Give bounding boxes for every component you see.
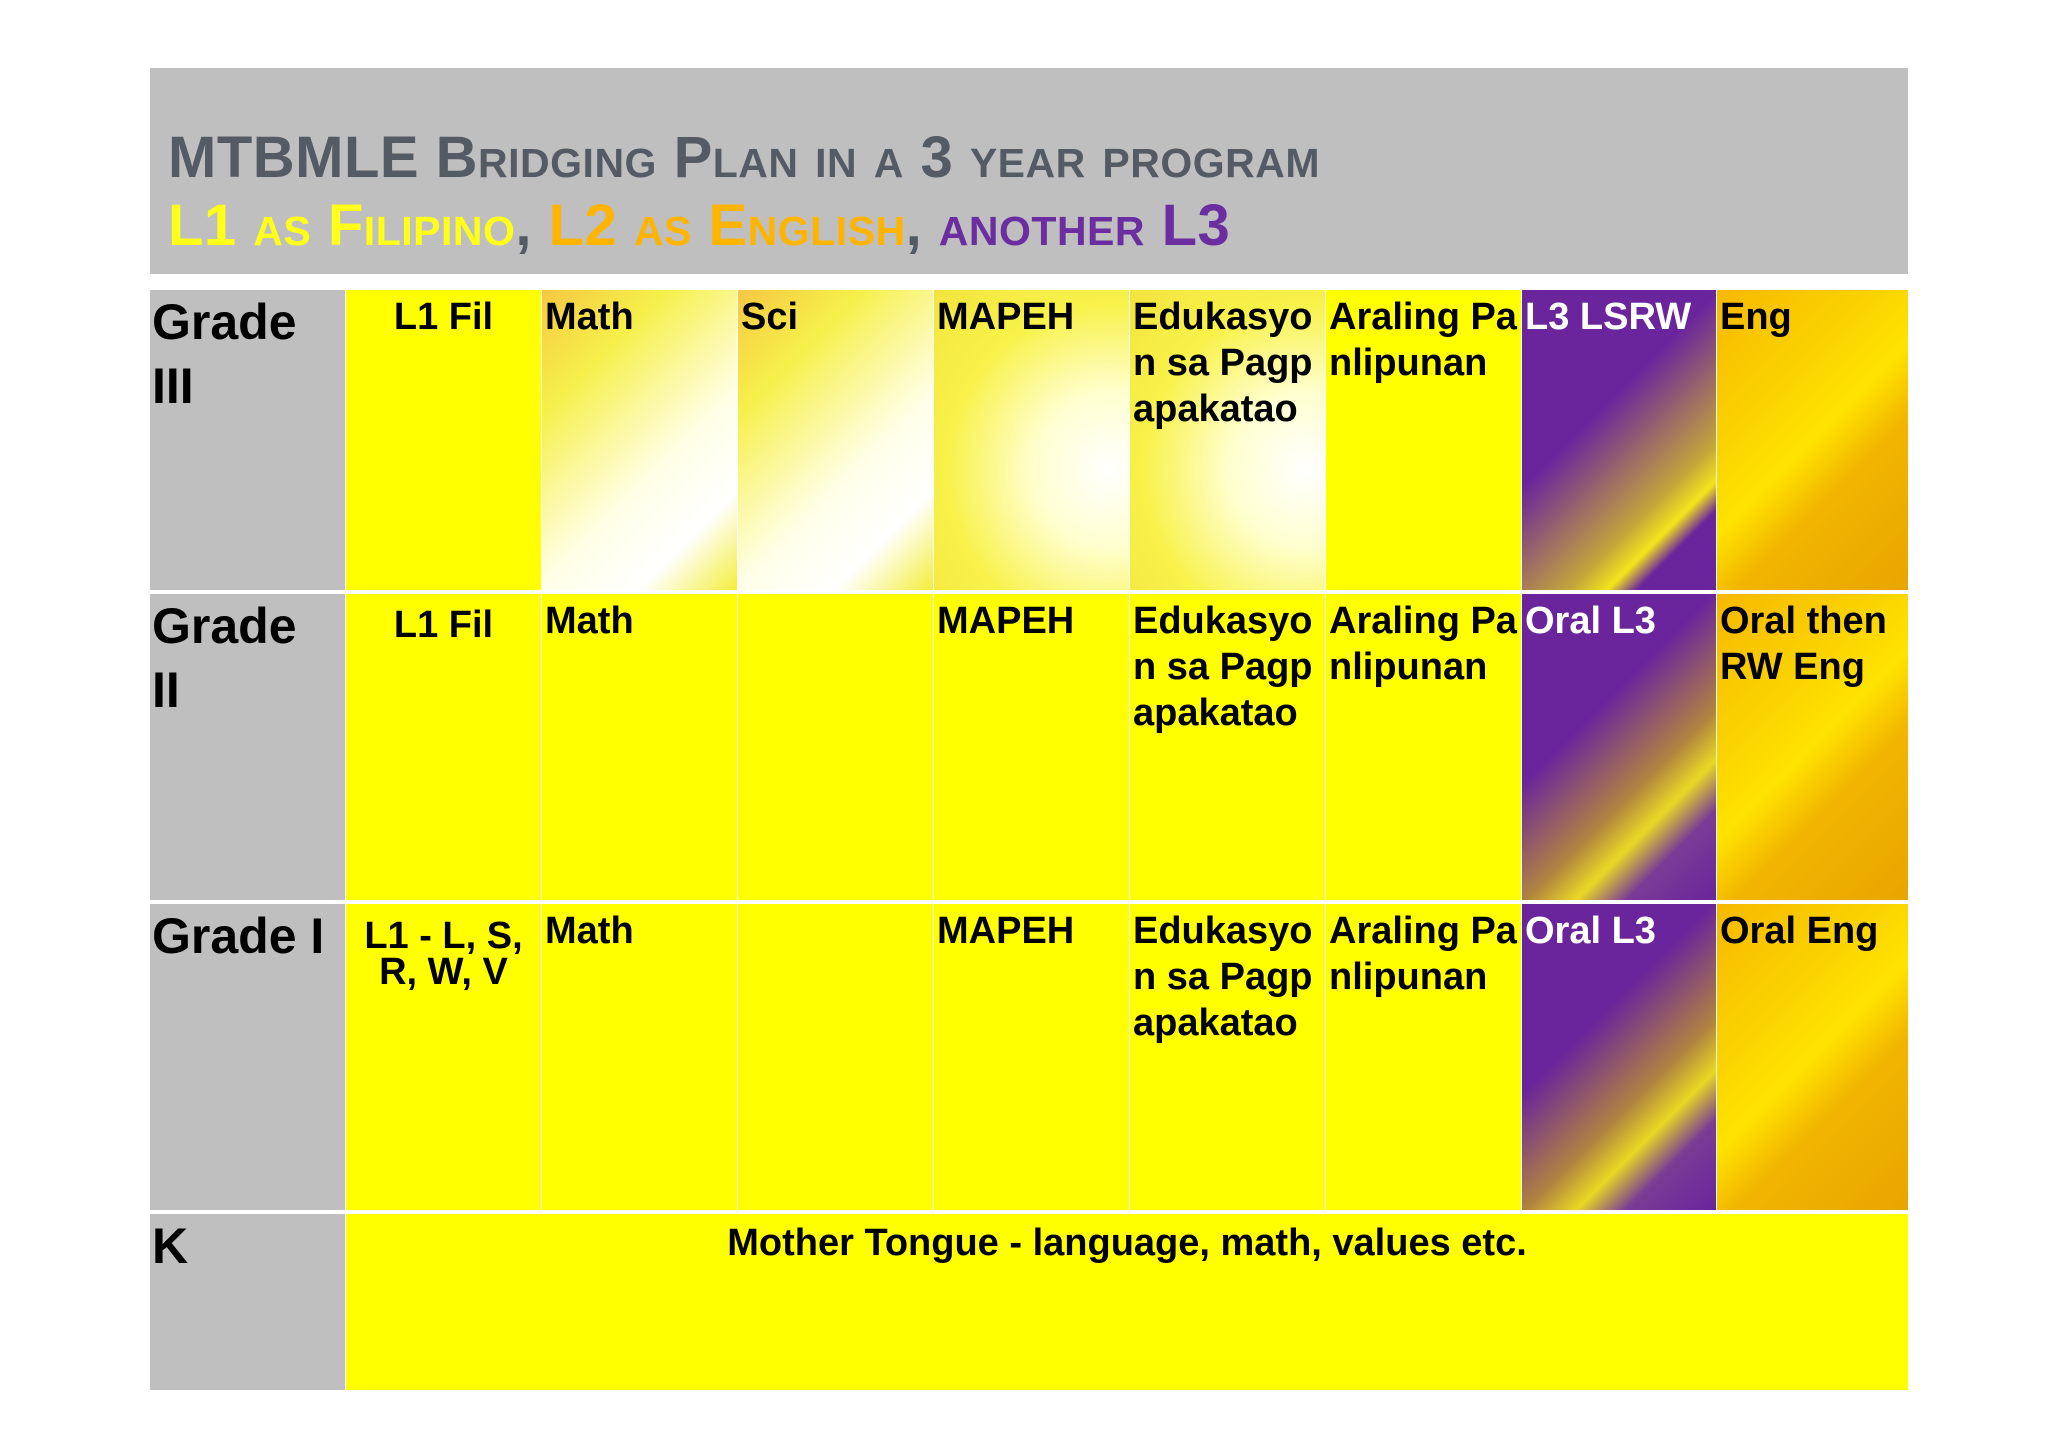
cell-grade2-araling: Araling Panlipunan	[1326, 594, 1521, 900]
cell-grade1-math: Math	[542, 904, 737, 1210]
cell-grade3-mapeh: MAPEH	[934, 290, 1129, 590]
cell-grade2-oral-rw-eng: Oral then RW Eng	[1717, 594, 1908, 900]
cell-grade2-math: Math	[542, 594, 737, 900]
cell-grade2-oral-l3: Oral L3	[1522, 594, 1716, 900]
cell-grade2-empty	[738, 594, 933, 900]
cell-grade2-l1fil: L1 Fil	[346, 594, 541, 900]
bridging-plan-grid: Grade III L1 Fil Math Sci MAPEH Edukasyo…	[150, 290, 1908, 1390]
title-another-l3: another L3	[938, 193, 1231, 258]
title-l1-filipino: L1 as Filipino	[168, 193, 516, 258]
cell-grade3-eng: Eng	[1717, 290, 1908, 590]
row-label-text: Grade III	[152, 294, 297, 414]
title-l2-english: L2 as English	[548, 193, 906, 258]
cell-grade3-l3-lsrw: L3 LSRW	[1522, 290, 1716, 590]
cell-grade1-empty	[738, 904, 933, 1210]
row-label-grade-2: Grade II	[150, 594, 345, 900]
slide: MTBMLE Bridging Plan in a 3 year program…	[150, 68, 1908, 1390]
cell-grade2-edukasyon: Edukasyon sa Pagpapakatao	[1130, 594, 1325, 900]
row-label-text: Grade I	[152, 908, 325, 964]
title-comma-2: ,	[905, 193, 939, 258]
cell-grade3-edukasyon: Edukasyon sa Pagpapakatao	[1130, 290, 1325, 590]
cell-grade1-edukasyon: Edukasyon sa Pagpapakatao	[1130, 904, 1325, 1210]
title-line-1: MTBMLE Bridging Plan in a 3 year program	[168, 125, 1320, 190]
row-label-text: Grade II	[152, 598, 297, 718]
title-line-2: L1 as Filipino, L2 as English, another L…	[168, 192, 1230, 259]
cell-grade1-mapeh: MAPEH	[934, 904, 1129, 1210]
cell-grade3-l1fil: L1 Fil	[346, 290, 541, 590]
cell-k-mother-tongue: Mother Tongue - language, math, values e…	[346, 1214, 1908, 1390]
row-label-grade-3: Grade III	[150, 290, 345, 590]
title-bar: MTBMLE Bridging Plan in a 3 year program…	[150, 68, 1908, 274]
cell-grade3-math: Math	[542, 290, 737, 590]
row-label-grade-1: Grade I	[150, 904, 345, 1210]
cell-grade3-araling: Araling Panlipunan	[1326, 290, 1521, 590]
cell-grade1-araling: Araling Panlipunan	[1326, 904, 1521, 1210]
row-label-k: K	[150, 1214, 345, 1390]
cell-grade1-l1-lsrwv: L1 - L, S, R, W, V	[346, 904, 541, 1210]
cell-grade2-mapeh: MAPEH	[934, 594, 1129, 900]
row-label-text: K	[152, 1218, 189, 1274]
cell-grade1-oral-l3: Oral L3	[1522, 904, 1716, 1210]
cell-grade3-sci: Sci	[738, 290, 933, 590]
title-comma-1: ,	[515, 193, 549, 258]
cell-grade1-oral-eng: Oral Eng	[1717, 904, 1908, 1210]
